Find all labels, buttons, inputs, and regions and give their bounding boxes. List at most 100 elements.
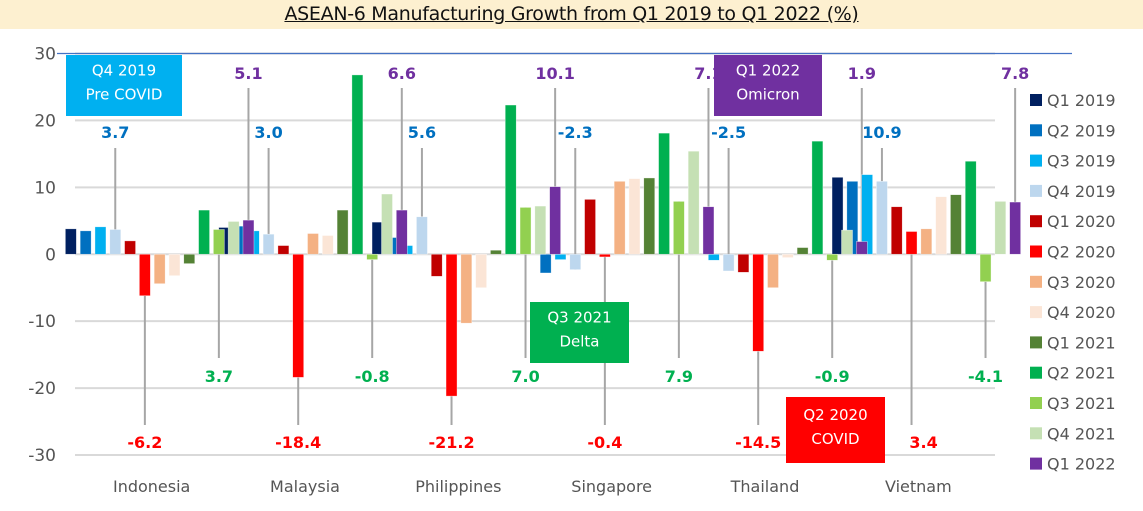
data-label-q4-2019: 3.0 (254, 123, 282, 142)
bar-q1-2021-indonesia (183, 253, 196, 264)
legend-label: Q4 2020 (1047, 303, 1116, 322)
annotation-box (786, 397, 885, 463)
bar-q4-2021-philippines (534, 205, 547, 255)
bar-q3-2020-malaysia (307, 233, 319, 255)
legend-label: Q2 2021 (1047, 364, 1116, 383)
x-category-label: Vietnam (885, 477, 952, 496)
bar-q3-2019-thailand (707, 253, 720, 261)
annotation-delta: Q3 2021 Delta (530, 302, 629, 363)
bar-q4-2019-philippines (416, 216, 428, 255)
bar-q3-2021-vietnam (979, 253, 992, 282)
annotation-omicron: Q1 2022 Omicron (714, 55, 822, 116)
y-tick-label: 30 (34, 45, 56, 65)
legend-item: Q2 2020 (1030, 243, 1116, 262)
legend-label: Q2 2020 (1047, 243, 1116, 262)
bar-q4-2020-malaysia (321, 235, 334, 255)
legend-swatch (1030, 457, 1042, 470)
bar-q2-2021-thailand (811, 140, 824, 255)
x-category-label: Philippines (415, 477, 501, 496)
legend-item: Q4 2021 (1030, 424, 1116, 443)
bar-q1-2022-malaysia (395, 209, 408, 255)
legend-label: Q4 2019 (1047, 182, 1116, 201)
annotation-text: Omicron (736, 86, 799, 104)
callout-leader-lines (114, 88, 1017, 425)
data-label-q4-2019: 10.9 (862, 123, 901, 142)
annotation-covid: Q2 2020 COVID (786, 397, 885, 463)
bar-q1-2021-thailand (796, 247, 809, 255)
legend-label: Q3 2020 (1047, 273, 1116, 292)
bar-q1-2021-philippines (490, 249, 502, 255)
bar-q1-2022-indonesia (242, 219, 255, 255)
data-label-q2-2020: -21.2 (428, 433, 474, 452)
bar-q1-2020-philippines (430, 253, 443, 277)
annotation-text: Q1 2022 (736, 62, 800, 80)
bar-q4-2019-indonesia (109, 229, 122, 255)
legend-item: Q1 2021 (1030, 333, 1116, 352)
bar-q2-2020-singapore (599, 253, 611, 258)
legend-label: Q4 2021 (1047, 424, 1116, 443)
x-category-label: Indonesia (113, 477, 190, 496)
y-tick-label: 0 (45, 245, 56, 265)
legend-item: Q1 2019 (1030, 91, 1116, 110)
legend-item: Q4 2020 (1030, 303, 1116, 322)
bar-q1-2021-vietnam (950, 194, 962, 255)
bar-q3-2020-thailand (767, 253, 779, 289)
legend-swatch (1030, 306, 1042, 319)
data-label-q1-2022: 5.1 (234, 64, 262, 83)
annotation-box (66, 55, 182, 116)
annotation-text: COVID (811, 430, 859, 448)
annotations: Q4 2019 Pre COVID Q1 2022 Omicron Q3 2021 Del… (66, 55, 885, 463)
data-label-q2-2020: -14.5 (735, 433, 781, 452)
bar-q4-2021-malaysia (381, 193, 393, 255)
data-label-q2-2020: -0.4 (587, 433, 622, 452)
x-category-label: Thailand (730, 477, 800, 496)
legend-label: Q1 2021 (1047, 333, 1116, 352)
x-axis-categories: Indonesia Malaysia Philippines Singapore Tha… (113, 477, 952, 496)
bar-q1-2021-singapore (643, 177, 656, 255)
annotation-box (530, 302, 629, 363)
bar-q2-2020-malaysia (292, 253, 305, 378)
annotation-box (714, 55, 822, 116)
data-label-q1-2022: 7.8 (1001, 64, 1029, 83)
bar-q1-2021-malaysia (336, 209, 349, 255)
bar-q3-2020-indonesia (153, 253, 166, 284)
bar-q4-2020-singapore (628, 178, 641, 255)
bar-q2-2019-indonesia (79, 230, 92, 255)
data-label-q2-2020: -6.2 (127, 433, 162, 452)
legend-item: Q1 2020 (1030, 212, 1116, 231)
bar-q2-2021-philippines (504, 104, 517, 255)
legend-label: Q1 2019 (1047, 91, 1116, 110)
bar-q3-2019-singapore (554, 253, 567, 260)
y-tick-label: 20 (34, 111, 56, 131)
bar-q2-2020-indonesia (139, 253, 151, 297)
legend-label: Q1 2022 (1047, 455, 1116, 474)
data-label-q3-2021: 3.7 (205, 367, 233, 386)
legend-swatch (1030, 184, 1042, 197)
legend-swatch (1030, 275, 1042, 288)
bar-q1-2019-indonesia (65, 228, 77, 255)
bar-q3-2020-philippines (460, 253, 473, 324)
bar-q1-2020-singapore (584, 199, 596, 255)
x-category-label: Malaysia (270, 477, 340, 496)
data-label-q1-2022: 1.9 (848, 64, 876, 83)
data-label-q4-2019: 3.7 (101, 123, 129, 142)
legend: Q1 2019 Q2 2019 Q3 2019 Q4 2019 Q1 2020 Q2 20… (1030, 91, 1116, 474)
legend-item: Q4 2019 (1030, 182, 1116, 201)
legend-label: Q1 2020 (1047, 212, 1116, 231)
bar-q4-2019-malaysia (262, 233, 275, 255)
data-label-q3-2021: -4.1 (968, 367, 1003, 386)
data-labels: 3.7 3.0 5.6 -2.3 -2.5 10.95.1 6.6 10.1 7.1 1.9 7.8… (101, 64, 1029, 452)
y-tick-label: -10 (28, 312, 56, 332)
legend-swatch (1030, 154, 1042, 167)
bar-q4-2020-vietnam (935, 196, 947, 255)
legend-item: Q2 2019 (1030, 121, 1116, 140)
bar-q3-2021-indonesia (213, 229, 225, 255)
bar-q1-2022-philippines (549, 186, 561, 255)
bar-q4-2019-thailand (722, 253, 735, 272)
x-category-label: Singapore (571, 477, 652, 496)
bar-q1-2020-indonesia (124, 240, 136, 255)
title-bar: ASEAN-6 Manufacturing Growth from Q1 201… (0, 0, 1143, 29)
data-label-q1-2022: 6.6 (388, 64, 416, 83)
annotation-text: Q3 2021 (547, 309, 611, 327)
